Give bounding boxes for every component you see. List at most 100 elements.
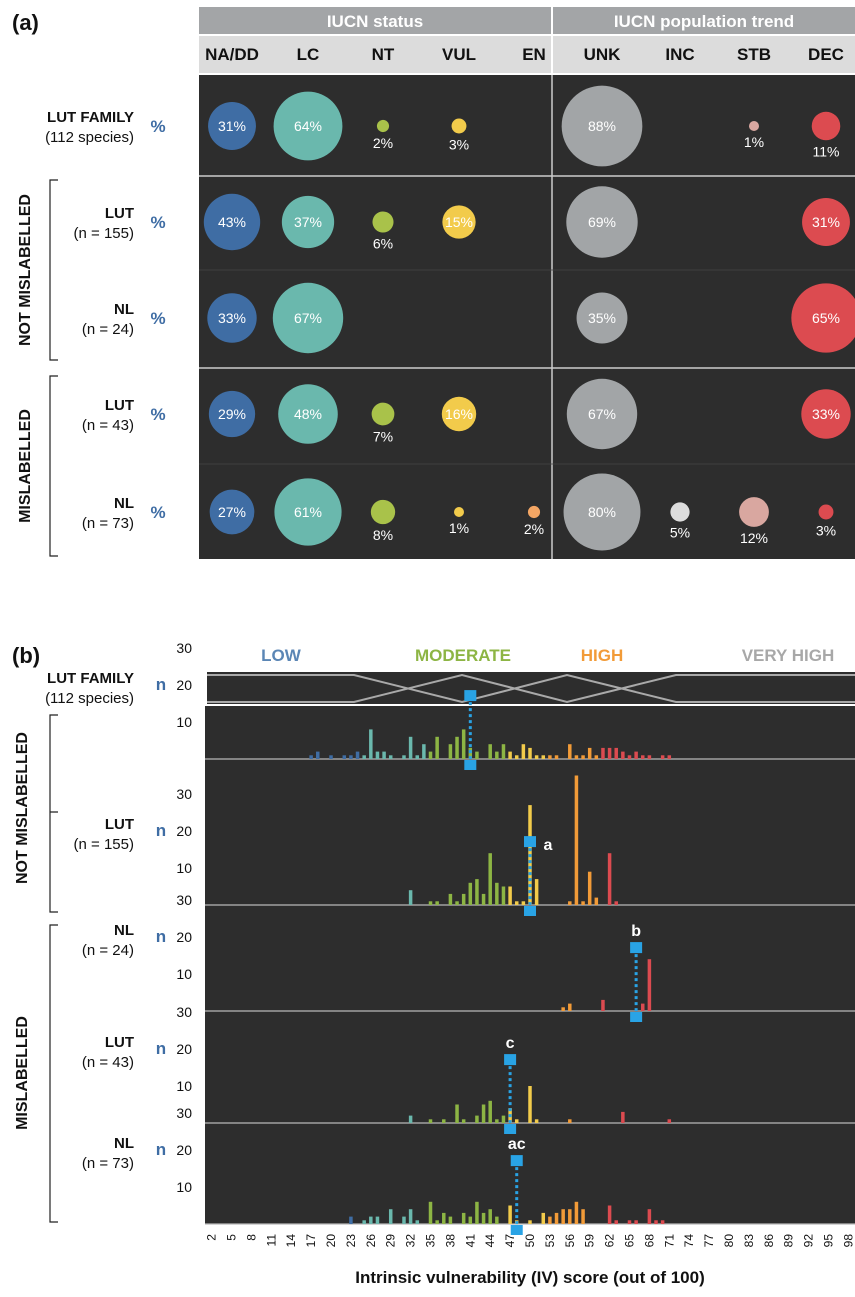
significance-label: ac [508, 1136, 526, 1153]
x-tick-label: 35 [424, 1234, 438, 1248]
bracket-nm-b [49, 714, 58, 913]
row-sublabel-3: (n = 43) [82, 417, 134, 434]
mean-marker-top [524, 836, 536, 848]
series-sublabel: (n = 43) [82, 1054, 134, 1071]
row-sublabel-0: (112 species) [45, 129, 134, 146]
histogram-bar [634, 1220, 638, 1224]
histogram-bar [355, 751, 360, 759]
significance-label: c [506, 1035, 515, 1052]
bubble-label: 64% [294, 118, 322, 134]
histogram-bar [369, 729, 373, 759]
histogram-bar [388, 755, 393, 759]
row-unit-4: % [150, 503, 165, 522]
bubble-label: 67% [294, 310, 322, 326]
panel-b-histograms: 30 20 10 n LUT FAMILY (112 species) 30 20 10 n LUT… [45, 640, 855, 1235]
histogram-bar [528, 1086, 532, 1123]
histogram-bar [614, 1220, 618, 1224]
bubble-label: 3% [449, 136, 469, 152]
histogram-bar [455, 1104, 459, 1123]
histogram-bar [568, 901, 572, 905]
histogram-bar [375, 1216, 380, 1224]
y-tick-label: 30 [176, 1105, 192, 1121]
histogram-bar [508, 751, 512, 759]
histogram-bar [475, 751, 479, 759]
histogram-bar [621, 751, 625, 759]
histogram-bar [428, 751, 433, 759]
bubble-label: 37% [294, 214, 322, 230]
column-headers: NA/DD LC NT VUL EN UNK INC STB DEC [205, 45, 844, 64]
column-header-na-dd: NA/DD [205, 45, 259, 64]
histogram-bar [574, 1201, 579, 1224]
panel-b-plot-area [205, 706, 855, 1224]
row-sublabel-1: (n = 155) [74, 225, 134, 242]
histogram-bar [647, 1209, 652, 1224]
bracket-not-mislabelled-b2 [50, 713, 58, 806]
y-tick-label: 20 [176, 929, 192, 945]
histogram-bar [448, 893, 453, 905]
panel-a-rows: LUT FAMILY (112 species)% LUT (n = 155)% NL (… [45, 109, 166, 532]
histogram-bar [614, 747, 618, 759]
histogram-bar [594, 755, 599, 759]
row-label-2: NL [114, 301, 134, 318]
vulnerability-category-labels: LOW MODERATE HIGH VERY HIGH [261, 646, 834, 665]
histogram-bar [568, 744, 572, 759]
bubble-vul-row1 [442, 205, 476, 239]
y-tick-label: 20 [176, 1142, 192, 1158]
bubble-na-dd-row1 [203, 193, 261, 251]
histogram-bar [660, 755, 665, 759]
histogram-bar [574, 755, 579, 759]
header-trend-bar [553, 7, 855, 34]
bubble-lc-row3 [278, 384, 338, 444]
bubble-label: 31% [218, 118, 246, 134]
y-tick-label: 10 [176, 714, 192, 730]
histogram-bar [435, 1220, 439, 1224]
histogram-bar [501, 886, 506, 905]
y-tick-label: 20 [176, 823, 192, 839]
category-low: LOW [261, 646, 302, 665]
mean-marker-top [504, 1054, 517, 1066]
histogram-bar [408, 1115, 413, 1123]
histogram-bar [435, 736, 439, 759]
histogram-bar [601, 999, 605, 1011]
row-sublabel-4: (n = 73) [82, 515, 134, 532]
bracket-m-b [49, 924, 58, 1223]
series-label: LUT [105, 816, 134, 833]
histogram-bar [508, 1205, 512, 1224]
mean-marker-bottom [464, 760, 477, 770]
histogram-bar [581, 755, 585, 759]
histogram-bar [408, 890, 413, 905]
histogram-bar [309, 755, 313, 759]
histogram-bar [422, 744, 426, 759]
histogram-bar [607, 747, 612, 759]
panel-a-tag: (a) [12, 10, 39, 35]
histogram-bar [561, 1007, 565, 1011]
y-tick-label: 20 [176, 1041, 192, 1057]
bubble-label: 3% [816, 522, 836, 538]
x-tick-label: 92 [802, 1234, 816, 1248]
significance-label: b [631, 923, 641, 940]
x-tick-label: 11 [264, 1234, 278, 1247]
histogram-bar [554, 755, 559, 759]
bubble-na-dd-row0 [208, 102, 256, 150]
histogram-bar [528, 747, 532, 759]
histogram-bar [375, 751, 380, 759]
bubble-dec-row4 [818, 504, 834, 520]
group-label-mislabelled-b: MISLABELLED [14, 1016, 31, 1130]
histogram-bar [481, 1104, 486, 1123]
histogram-bar [481, 893, 486, 905]
bubble-label: 61% [294, 504, 322, 520]
y-unit-label: n [156, 821, 166, 840]
x-tick-label: 29 [384, 1234, 398, 1248]
y-tick-label: 10 [176, 966, 192, 982]
bubble-label: 80% [588, 504, 616, 520]
histogram-bar [488, 1209, 492, 1224]
x-tick-label: 80 [722, 1234, 736, 1248]
significance-label: a [544, 837, 553, 854]
histogram-2: 30 20 10 n NL (n = 24) b [82, 892, 855, 1022]
histogram-bar [647, 755, 652, 759]
group-label-mislabelled-a: MISLABELLED [17, 409, 34, 523]
x-tick-label: 41 [463, 1234, 477, 1248]
bubble-nt-row4 [370, 499, 396, 525]
histogram-0: 30 20 10 n LUT FAMILY (112 species) [45, 640, 855, 770]
column-header-unk: UNK [584, 45, 622, 64]
